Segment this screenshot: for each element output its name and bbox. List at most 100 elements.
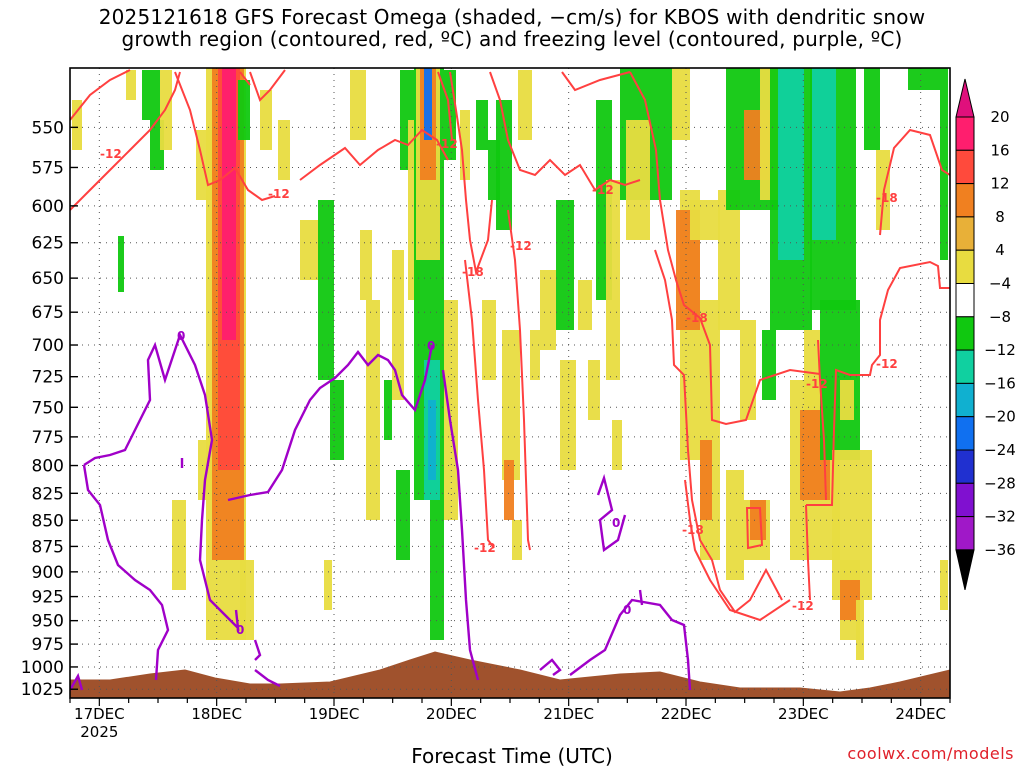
omega-shade-cell: [502, 330, 520, 480]
colorbar: 20 16 12 8 4 −4 −8 −12 −16 −20 −24 −28 −32 −36: [955, 78, 1016, 591]
purple-contour-line: [569, 598, 692, 691]
y-axis-tick-label: 725: [32, 368, 64, 388]
colorbar-segment: [955, 116, 975, 151]
credit-text: coolwx.com/models: [847, 744, 1014, 763]
red-contour-label: -12: [806, 377, 828, 391]
omega-shade-cell: [72, 100, 82, 150]
omega-shade-cell: [908, 68, 948, 90]
omega-shade-cell: [460, 110, 470, 180]
freezing-level-contours: 0 0 0 0 0: [70, 329, 692, 691]
omega-shade-cell: [612, 420, 622, 470]
red-contour-line: [805, 504, 811, 601]
colorbar-label: 4: [995, 241, 1005, 259]
omega-shade-cell: [530, 330, 540, 380]
red-contour-line: [806, 260, 950, 506]
omega-shade-cell: [672, 68, 690, 140]
red-contour-line: [70, 71, 181, 211]
y-axis-tick-label: 900: [32, 563, 64, 583]
omega-shade-cell: [330, 380, 344, 460]
omega-shade-cell: [324, 560, 332, 610]
red-contour-label: -12: [510, 239, 532, 253]
colorbar-label: 16: [990, 141, 1009, 159]
terrain-layer: [70, 651, 950, 698]
colorbar-segment: [955, 516, 975, 551]
omega-shade-cell: [260, 90, 272, 150]
omega-shade-cell: [142, 70, 160, 120]
omega-shade-cell: [840, 580, 860, 620]
red-contour-label: -12: [592, 183, 614, 197]
purple-contour-line: [70, 672, 84, 691]
colorbar-segment: [955, 283, 975, 318]
omega-shade-cell: [812, 68, 836, 240]
purple-contour-label: 0: [177, 329, 185, 343]
red-contour-line: [561, 71, 631, 92]
red-contour-line: [629, 71, 821, 426]
red-contour-line: [745, 507, 764, 550]
y-axis-tick-label: 575: [32, 158, 64, 178]
colorbar-label: −24: [984, 441, 1016, 459]
x-axis-tick-label: 23DEC: [778, 705, 829, 723]
red-contour-line: [437, 71, 453, 141]
red-contour-line: [70, 69, 131, 121]
red-contour-line: [817, 339, 827, 501]
omega-shade-cell: [560, 360, 576, 470]
colorbar-label: −12: [984, 341, 1016, 359]
chart-title: 2025121618 GFS Forecast Omega (shaded, −…: [0, 6, 1024, 50]
colorbar-label: 8: [995, 208, 1005, 226]
colorbar-top-arrow: [955, 78, 975, 118]
omega-shade-cell: [278, 120, 290, 180]
y-axis-tick-label: 675: [32, 303, 64, 323]
omega-shade-cell: [300, 220, 320, 280]
omega-shade-cell: [238, 80, 250, 140]
red-contour-label: -18: [686, 311, 708, 325]
omega-shade-cell: [496, 100, 512, 230]
colorbar-label: 20: [990, 108, 1009, 126]
omega-shade-cell: [660, 68, 672, 200]
red-contour-line: [507, 209, 531, 551]
y-axis-tick-label: 800: [32, 457, 64, 477]
purple-contour-label: 0: [623, 603, 631, 617]
red-contour-line: [654, 249, 783, 614]
purple-contour-label: 0: [612, 516, 620, 530]
omega-shade-cell: [588, 360, 600, 420]
omega-shade-cell: [424, 68, 432, 140]
x-axis-tick-label: 24DEC: [895, 705, 946, 723]
omega-shade-cell: [518, 70, 532, 140]
red-contour-label: -18: [682, 523, 704, 537]
omega-shade-cell: [718, 190, 740, 330]
omega-shade-cell: [392, 250, 404, 400]
colorbar-segment: [955, 216, 975, 251]
colorbar-segment: [955, 416, 975, 451]
omega-shade-cell: [476, 100, 488, 150]
purple-contour-line: [227, 344, 434, 502]
omega-shade-cell: [606, 180, 620, 380]
dendritic-growth-contours: -12 -12 -12 -12 -12 -18 -18 -12 -18 -18 -12 -12 -12: [70, 69, 950, 622]
omega-shade-cell: [700, 440, 712, 520]
y-axis-tick-label: 600: [32, 197, 64, 217]
omega-shade-cell: [740, 320, 756, 420]
purple-contour-line: [82, 464, 170, 681]
colorbar-segment: [955, 183, 975, 218]
y-axis-tick-label: 975: [32, 635, 64, 655]
terrain-shape: [70, 651, 950, 698]
red-contour-label: -12: [792, 599, 814, 613]
omega-shade-cell: [504, 460, 514, 520]
y-axis-tick-label: 625: [32, 234, 64, 254]
omega-shade-cell: [222, 68, 236, 340]
x-axis-tick-label: 19DEC: [309, 705, 360, 723]
colorbar-label: −32: [984, 508, 1016, 526]
colorbar-segment: [955, 449, 975, 484]
purple-contour-line: [254, 669, 281, 688]
omega-shading: [72, 68, 948, 660]
x-axis-tick-label: 21DEC: [543, 705, 594, 723]
purple-contour-line: [539, 658, 562, 676]
y-axis-tick-label: 875: [32, 537, 64, 557]
colorbar-label: −28: [984, 474, 1016, 492]
omega-shade-cell: [384, 380, 392, 440]
omega-shade-cell: [540, 270, 556, 350]
red-contour-line: [489, 71, 641, 192]
red-contour-line: [239, 71, 251, 86]
purple-contour-line: [638, 589, 644, 606]
red-contour-line: [299, 128, 449, 181]
